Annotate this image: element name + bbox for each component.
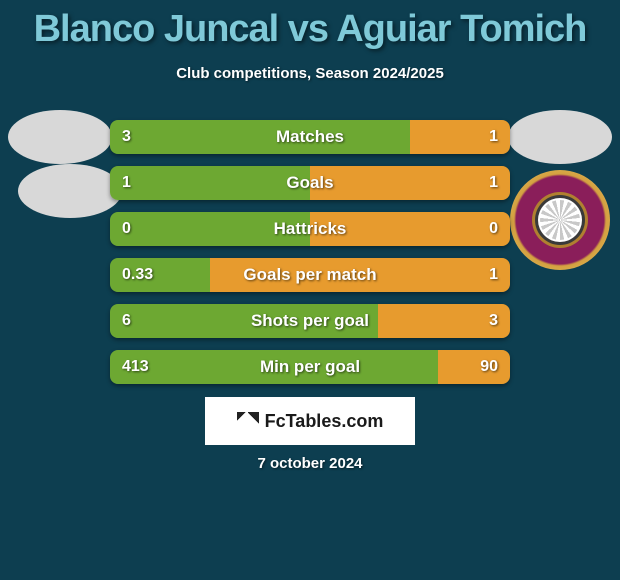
comparison-bars: Matches31Goals11Hattricks00Goals per mat… (110, 120, 510, 396)
crest-ball-icon (538, 198, 582, 242)
stat-row: Shots per goal6 3 (110, 304, 510, 338)
brand-badge: FcTables.com (205, 397, 415, 445)
page-title: Blanco Juncal vs Aguiar Tomich (0, 0, 620, 51)
stat-label: Hattricks (110, 212, 510, 246)
team-left-badge-1 (8, 110, 112, 164)
subtitle: Club competitions, Season 2024/2025 (0, 65, 620, 82)
stat-row: Min per goal413 90 (110, 350, 510, 384)
stat-label: Goals (110, 166, 510, 200)
team-left-badge-2 (18, 164, 122, 218)
date-text: 7 october 2024 (0, 455, 620, 472)
stat-value-right: 1 (489, 166, 498, 200)
stat-value-right: 90 (480, 350, 498, 384)
stat-value-right: 1 (489, 258, 498, 292)
stat-value-left: 0.33 (122, 258, 153, 292)
stat-label: Goals per match (110, 258, 510, 292)
stat-value-right: 0 (489, 212, 498, 246)
stat-label: Matches (110, 120, 510, 154)
stat-row: Goals per match0.33 1 (110, 258, 510, 292)
brand-text: FcTables.com (265, 411, 384, 432)
stat-value-left: 1 (122, 166, 131, 200)
stat-value-left: 6 (122, 304, 131, 338)
stat-value-right: 3 (489, 304, 498, 338)
team-right-crest (510, 170, 610, 270)
stat-value-left: 413 (122, 350, 149, 384)
stat-value-left: 3 (122, 120, 131, 154)
team-right-badge-1 (508, 110, 612, 164)
stat-label: Min per goal (110, 350, 510, 384)
stat-value-left: 0 (122, 212, 131, 246)
stat-value-right: 1 (489, 120, 498, 154)
stat-row: Matches3 1 (110, 120, 510, 154)
brand-chart-icon (237, 412, 259, 430)
stat-row: Goals1 1 (110, 166, 510, 200)
stat-label: Shots per goal (110, 304, 510, 338)
stat-row: Hattricks0 0 (110, 212, 510, 246)
